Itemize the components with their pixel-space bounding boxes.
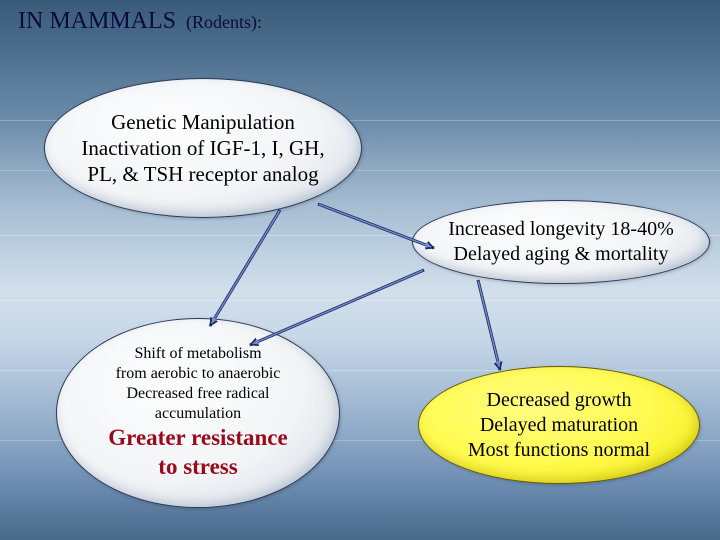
node-increased-longevity: Increased longevity 18-40%Delayed aging … xyxy=(412,200,710,284)
node-text-line: Genetic Manipulation xyxy=(111,109,295,135)
node-text-line: Increased longevity 18-40% xyxy=(448,217,673,242)
node-text-line: Delayed aging & mortality xyxy=(454,242,669,267)
title-main: IN MAMMALS xyxy=(18,8,176,34)
node-text-line: PL, & TSH receptor analog xyxy=(87,161,318,187)
node-text-line: Decreased growth xyxy=(487,388,632,413)
node-text-line: Delayed maturation xyxy=(480,413,638,438)
node-text-line: Inactivation of IGF-1, I, GH, xyxy=(81,135,324,161)
arrow xyxy=(478,280,500,370)
node-text-line: to stress xyxy=(158,453,237,482)
title-sub: (Rodents): xyxy=(186,12,262,32)
node-text-line: from aerobic to anaerobic xyxy=(116,364,281,384)
bg-wave xyxy=(0,300,720,301)
arrow-highlight xyxy=(478,281,499,367)
arrow xyxy=(210,210,280,326)
node-text-line: Shift of metabolism xyxy=(134,344,261,364)
node-decreased-growth: Decreased growthDelayed maturationMost f… xyxy=(418,366,700,484)
node-text-line: Most functions normal xyxy=(468,438,650,463)
node-genetic-manipulation: Genetic ManipulationInactivation of IGF-… xyxy=(44,78,362,218)
node-text-line: Decreased free radical xyxy=(127,384,270,404)
node-metabolism-shift: Shift of metabolismfrom aerobic to anaer… xyxy=(56,318,340,508)
arrow-highlight xyxy=(212,211,280,324)
arrow-highlight xyxy=(253,270,423,343)
node-text-line: Greater resistance xyxy=(108,424,287,453)
page-title: IN MAMMALS (Rodents): xyxy=(18,8,262,35)
node-text-line: accumulation xyxy=(155,404,241,424)
